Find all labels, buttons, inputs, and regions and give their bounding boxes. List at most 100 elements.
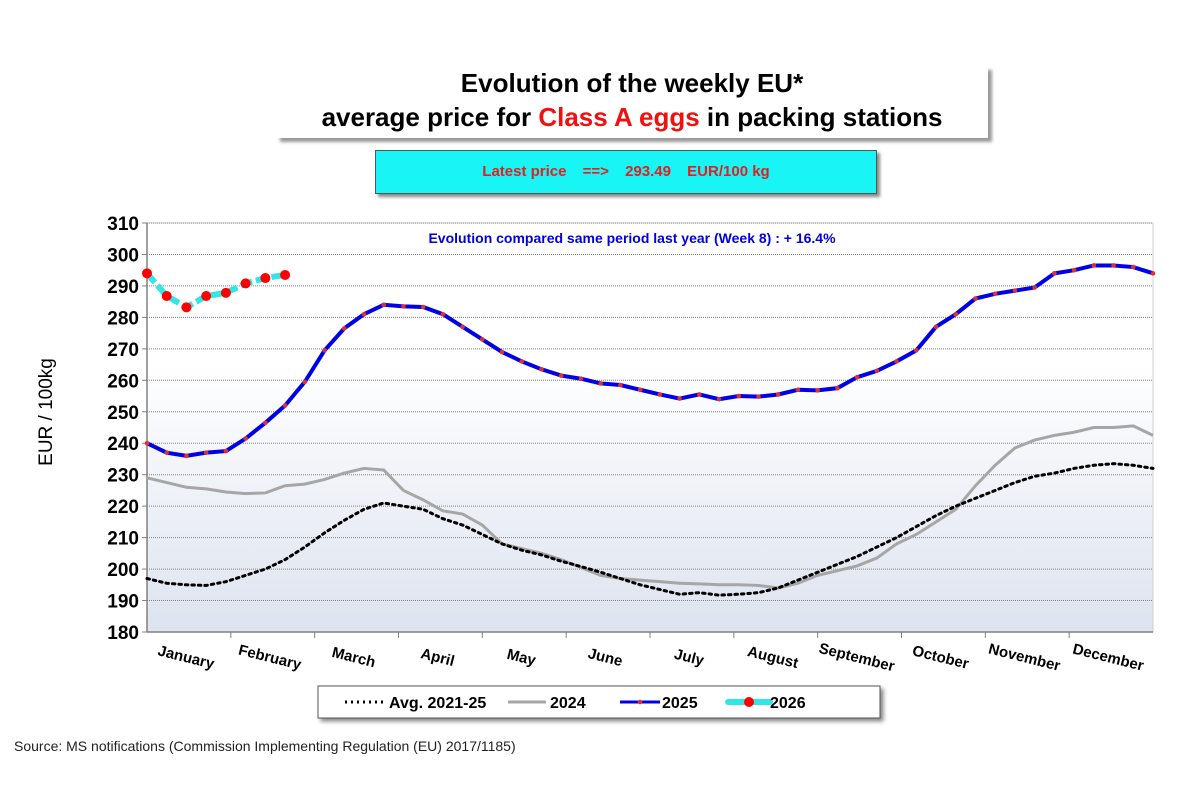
series-2025-point bbox=[1052, 271, 1057, 276]
title-line-1: Evolution of the weekly EU* bbox=[460, 68, 804, 98]
series-2025-point bbox=[381, 302, 387, 308]
series-2026-point bbox=[240, 278, 251, 289]
x-month-label: April bbox=[419, 645, 456, 670]
y-tick-label: 270 bbox=[107, 340, 139, 361]
latest-unit: EUR/100 kg bbox=[687, 163, 770, 180]
series-2025-point bbox=[716, 396, 722, 402]
series-2025-point bbox=[913, 348, 919, 353]
legend-label: 2026 bbox=[770, 695, 806, 712]
legend-label: 2025 bbox=[662, 695, 698, 712]
legend-label: Avg. 2021-25 bbox=[389, 695, 486, 712]
series-2024-line bbox=[146, 424, 1154, 590]
series-2025-point bbox=[874, 368, 880, 374]
series-2025-point bbox=[361, 311, 367, 317]
series-2025-point bbox=[539, 366, 544, 372]
series-2025-point bbox=[835, 385, 840, 391]
series-2025-point bbox=[697, 392, 702, 397]
chart-title: Evolution of the weekly EU* average pric… bbox=[276, 66, 988, 138]
series-2025-point bbox=[401, 304, 406, 309]
series-2025-point bbox=[578, 376, 584, 382]
series-2025-point bbox=[144, 440, 150, 446]
series-2025-point bbox=[657, 392, 663, 397]
chart-annotation: Evolution compared same period last year… bbox=[428, 230, 836, 246]
y-tick-label: 230 bbox=[107, 466, 139, 487]
legend-label: 2024 bbox=[550, 695, 586, 712]
series-2025-point bbox=[1130, 264, 1136, 270]
y-axis-label: EUR / 100kg bbox=[36, 358, 57, 466]
x-month-label: January bbox=[156, 642, 217, 673]
plot-area bbox=[146, 222, 1154, 633]
series-2025-point bbox=[263, 420, 268, 426]
series-2025-point bbox=[894, 359, 899, 364]
series-2025-point bbox=[775, 392, 781, 397]
series-2025-point bbox=[795, 387, 801, 393]
x-month-label: September bbox=[817, 640, 896, 675]
title-highlight: Class A eggs bbox=[538, 102, 700, 132]
x-month-label: June bbox=[586, 645, 624, 670]
legend-marker-2026 bbox=[744, 697, 754, 707]
legend-marker-2025 bbox=[637, 699, 643, 705]
series-2025-point bbox=[460, 324, 465, 330]
series-2025-point bbox=[637, 387, 643, 393]
series-2025-point bbox=[1071, 267, 1077, 273]
series-2025-point bbox=[164, 450, 170, 455]
y-tick-label: 180 bbox=[107, 623, 139, 644]
y-tick-label: 290 bbox=[107, 277, 139, 298]
latest-value: 293.49 bbox=[625, 163, 671, 180]
series-2025-point bbox=[322, 348, 327, 353]
latest-price-box: Latest price ==> 293.49 EUR/100 kg bbox=[375, 150, 877, 194]
series-2025-point bbox=[736, 393, 742, 399]
y-tick-label: 200 bbox=[107, 560, 139, 581]
series-2026-point bbox=[260, 273, 271, 284]
series-2025-point bbox=[618, 382, 623, 388]
x-month-label: May bbox=[505, 646, 538, 670]
x-month-label: August bbox=[746, 643, 800, 672]
series-2025-point bbox=[815, 388, 820, 393]
series-2025-point bbox=[440, 311, 446, 317]
series-2025-point bbox=[756, 394, 761, 399]
series-2025-point bbox=[677, 396, 682, 401]
y-tick-label: 190 bbox=[107, 592, 139, 613]
latest-label: Latest price bbox=[482, 163, 567, 180]
series-2025-point bbox=[499, 349, 505, 355]
series-2025-point bbox=[953, 311, 959, 317]
series-2025-point bbox=[1150, 271, 1156, 276]
y-tick-label: 280 bbox=[107, 308, 139, 329]
series-2026-point bbox=[181, 302, 192, 313]
y-tick-label: 250 bbox=[107, 403, 139, 424]
x-month-label: December bbox=[1071, 641, 1146, 675]
series-2025-point bbox=[558, 373, 564, 378]
x-month-label: November bbox=[987, 641, 1062, 675]
series-2025-point bbox=[854, 374, 860, 380]
series-2026-point bbox=[142, 268, 152, 279]
series-2025-point bbox=[519, 359, 525, 364]
series-2025-point bbox=[1111, 263, 1116, 268]
series-2025-point bbox=[1032, 285, 1037, 290]
title-line-2: average price for Class A eggs in packin… bbox=[321, 102, 943, 132]
series-2025-point bbox=[1012, 288, 1018, 293]
series-2025-point bbox=[480, 337, 485, 342]
series-2025-point bbox=[598, 381, 603, 386]
y-tick-label: 300 bbox=[107, 245, 139, 266]
x-month-label: March bbox=[330, 644, 377, 671]
x-month-label: July bbox=[672, 646, 706, 670]
legend: Avg. 2021-25 2024 2025 2026 bbox=[317, 685, 881, 719]
series-2025-point bbox=[933, 324, 939, 330]
series-2025-point bbox=[420, 304, 426, 310]
source-note: Source: MS notifications (Commission Imp… bbox=[14, 738, 516, 754]
series-2025-point bbox=[341, 326, 347, 331]
series-2025-point bbox=[302, 379, 308, 385]
y-tick-label: 240 bbox=[107, 434, 139, 455]
series-2026-point bbox=[201, 290, 212, 301]
series-2026-point bbox=[220, 287, 231, 298]
series-2026-point bbox=[161, 290, 172, 301]
series-avg-2021-25-line bbox=[145, 462, 1155, 597]
series-2025-point bbox=[223, 448, 229, 454]
y-tick-label: 310 bbox=[107, 214, 139, 235]
series-2025-point bbox=[243, 436, 248, 441]
series-2025-point bbox=[282, 403, 288, 408]
y-tick-label: 260 bbox=[107, 371, 139, 392]
series-2025-line bbox=[146, 263, 1154, 458]
x-month-label: October bbox=[911, 642, 971, 672]
